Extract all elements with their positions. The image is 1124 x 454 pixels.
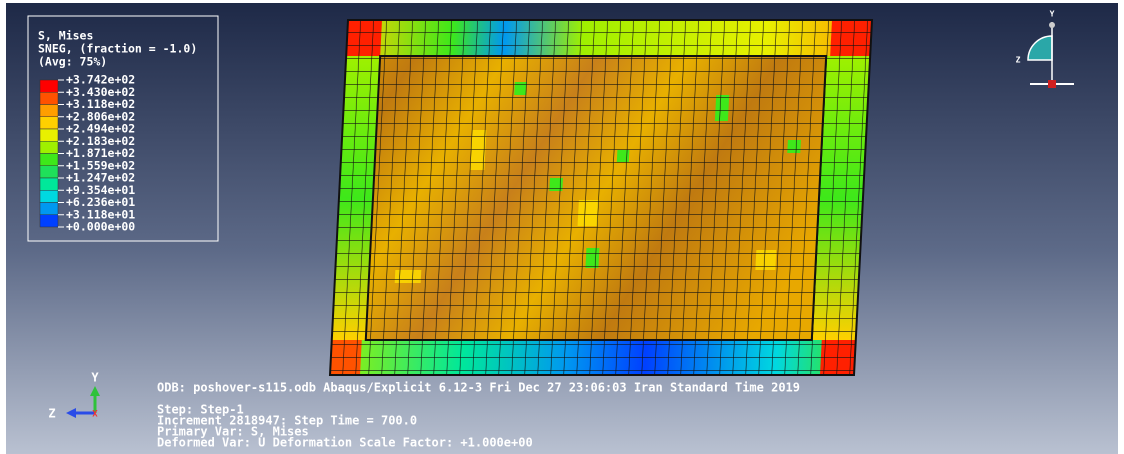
legend-label: +0.000e+00 [66,220,135,234]
legend-title: (Avg: 75%) [38,55,107,69]
info-line: ODB: poshover-s115.odb Abaqus/Explicit 6… [157,381,800,395]
legend-swatch [40,166,58,178]
legend-title: S, Mises [38,29,93,43]
mesh [330,20,872,375]
view-dot [1049,22,1055,28]
legend-swatch [40,117,58,129]
view-origin [1048,80,1056,88]
triad-z: Z [48,407,55,421]
legend-swatch [40,92,58,104]
triad-y: Y [91,371,99,385]
view-y: Y [1050,10,1055,19]
legend-swatch [40,80,58,92]
legend-swatch [40,154,58,166]
legend-swatch [40,129,58,141]
legend-swatch [40,141,58,153]
page: S, MisesSNEG, (fraction = -1.0)(Avg: 75%… [0,0,1124,454]
legend-swatch [40,190,58,202]
legend-swatch [40,215,58,227]
info-line: Deformed Var: U Deformation Scale Factor… [157,436,533,450]
viewport: S, MisesSNEG, (fraction = -1.0)(Avg: 75%… [0,0,1124,454]
legend-swatch [40,105,58,117]
triad-x: X [92,410,98,420]
legend-swatch [40,203,58,215]
legend-swatch [40,178,58,190]
mesh-grid [330,20,872,375]
view-z: Z [1016,56,1021,65]
legend-title: SNEG, (fraction = -1.0) [38,42,197,56]
